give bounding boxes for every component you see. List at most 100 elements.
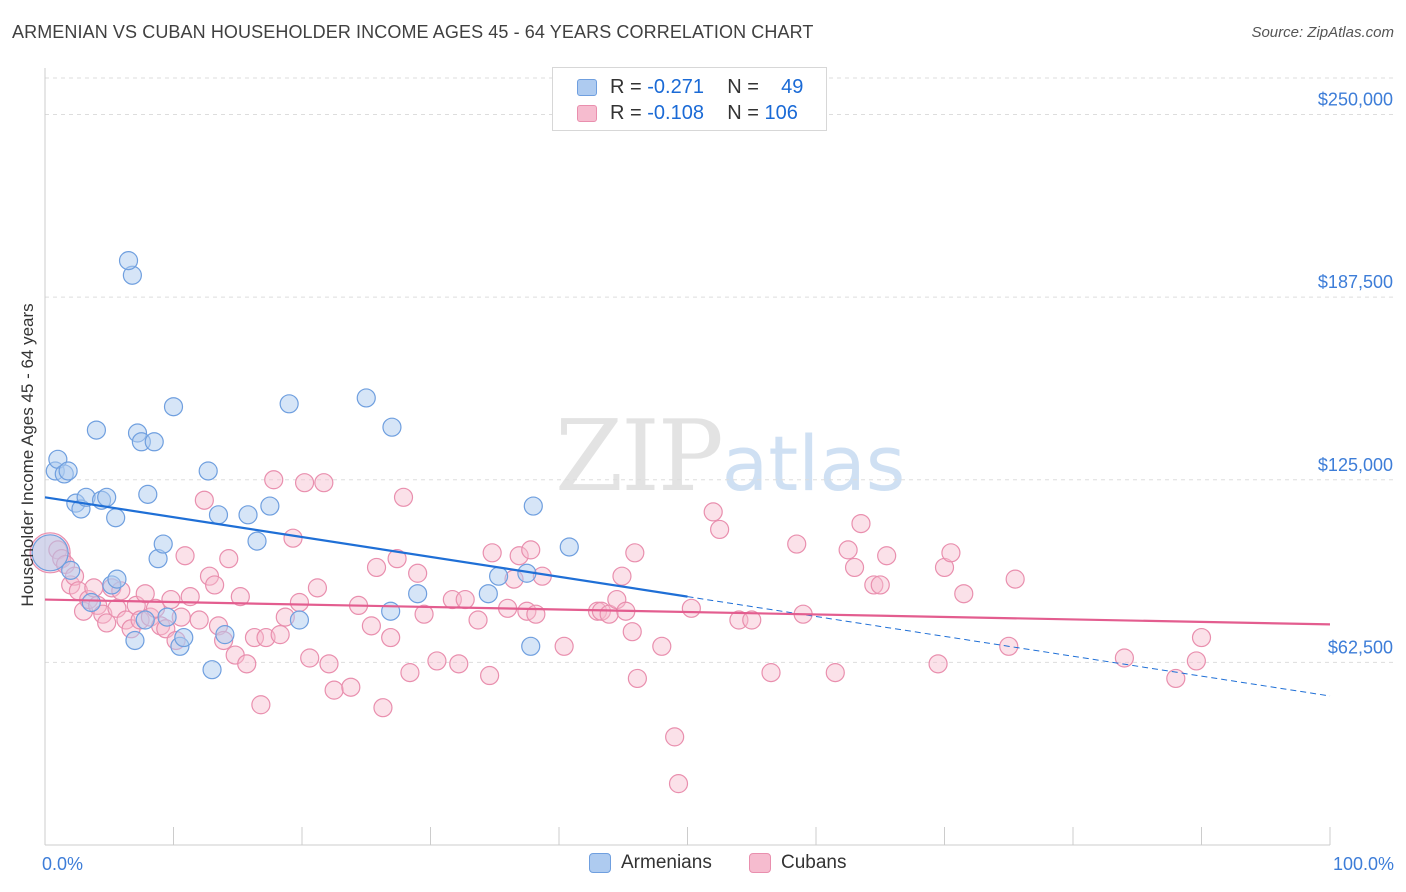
cuban-point — [554, 636, 574, 656]
n-value: 106 — [764, 101, 798, 124]
n-value: 49 — [781, 75, 804, 98]
cuban-point — [468, 610, 488, 630]
armenian-point — [478, 584, 498, 604]
armenian-point — [289, 610, 310, 630]
armenian-point — [97, 487, 117, 507]
cuban-point — [393, 487, 414, 507]
legend-label-armenians: Armenians — [621, 852, 712, 873]
armenian-point — [559, 537, 579, 557]
stats-row-armenians: R = -0.271 N = 49 — [577, 75, 803, 99]
armenian-point — [61, 560, 81, 580]
r-label: R = — [610, 101, 642, 124]
cuban-point — [283, 528, 303, 548]
cuban-point — [1186, 651, 1206, 671]
armenian-point — [260, 496, 280, 516]
cuban-point — [480, 665, 500, 686]
cuban-point — [135, 584, 155, 604]
cuban-point — [844, 557, 865, 578]
cuban-point — [622, 622, 642, 642]
armenians-legend-swatch — [589, 853, 611, 873]
axes — [44, 68, 1331, 846]
cuban-point — [668, 774, 689, 794]
legend-item-armenians[interactable]: Armenians — [589, 852, 712, 874]
cuban-point — [244, 627, 265, 648]
series-legend: Armenians Cubans — [0, 852, 1406, 876]
stats-row-cubans: R = -0.108 N = 106 — [577, 101, 798, 125]
armenian-point — [408, 584, 428, 604]
n-label: N = — [727, 101, 759, 124]
cuban-point — [482, 543, 502, 563]
armenian-point — [202, 660, 222, 680]
y-tick-label: $250,000 — [1318, 90, 1393, 110]
cuban-point — [1005, 569, 1025, 589]
cuban-point — [324, 680, 344, 700]
cuban-point — [400, 663, 420, 683]
cuban-point — [652, 636, 672, 656]
legend-item-cubans[interactable]: Cubans — [749, 852, 847, 874]
x-tick-label-max: 100.0% — [1333, 854, 1394, 874]
armenian-point — [247, 531, 267, 551]
armenian-point — [279, 394, 299, 414]
y-tick-label: $125,000 — [1318, 455, 1393, 475]
armenian-point — [118, 251, 139, 271]
armenian-point — [107, 569, 127, 589]
armenian-point — [489, 566, 509, 586]
cuban-point — [414, 604, 434, 624]
cuban-point — [366, 557, 387, 578]
cuban-point — [710, 519, 730, 540]
cuban-point — [928, 654, 948, 674]
r-value: -0.108 — [647, 101, 704, 124]
armenian-point — [86, 420, 107, 440]
cuban-point — [230, 587, 250, 607]
armenian-point — [523, 496, 543, 516]
chart-title: ARMENIAN VS CUBAN HOUSEHOLDER INCOME AGE… — [12, 22, 814, 42]
cuban-point — [319, 654, 339, 674]
cuban-point — [877, 546, 897, 566]
y-tick-label: $187,500 — [1318, 272, 1393, 292]
cuban-point — [307, 578, 328, 598]
cuban-point — [761, 663, 781, 683]
cuban-point — [251, 695, 271, 715]
armenian-point — [163, 397, 184, 417]
cuban-point — [381, 627, 401, 648]
armenian-point — [521, 636, 541, 656]
cuban-point — [742, 610, 762, 630]
armenian-point — [81, 592, 101, 613]
trend-lines — [44, 496, 1331, 697]
y-tick-labels: $62,500 $125,000 $187,500 $250,000 — [1318, 90, 1393, 658]
cuban-point — [175, 546, 195, 566]
armenian-trend-extension — [687, 596, 1331, 697]
cuban-point — [264, 470, 284, 490]
r-value: -0.271 — [647, 75, 704, 98]
armenian-point — [157, 607, 177, 627]
cuban-point — [237, 654, 257, 674]
cubans-swatch — [577, 104, 597, 122]
y-tick-label: $62,500 — [1328, 637, 1393, 657]
cuban-point — [300, 648, 320, 668]
armenian-point — [382, 417, 402, 437]
cuban-point — [1191, 627, 1212, 648]
cuban-point — [455, 589, 475, 610]
cuban-point — [825, 663, 845, 683]
cuban-point — [387, 549, 407, 569]
cuban-point — [612, 566, 632, 586]
armenian-points — [31, 251, 579, 680]
cuban-point — [941, 543, 961, 563]
cuban-point — [314, 473, 334, 493]
cuban-point — [294, 473, 315, 493]
cuban-trend-line — [44, 598, 1331, 626]
cuban-point — [289, 592, 310, 613]
cuban-point — [361, 616, 381, 636]
armenian-point — [144, 432, 164, 452]
armenian-point — [31, 534, 69, 572]
armenian-trend-line — [44, 496, 688, 598]
x-tick-labels: 0.0% 100.0% — [42, 854, 1394, 874]
cuban-point — [373, 698, 393, 718]
cuban-point — [954, 584, 974, 604]
cuban-point — [509, 546, 529, 566]
cuban-point — [1166, 668, 1186, 689]
cuban-point — [270, 625, 290, 645]
cuban-point — [787, 534, 807, 554]
cuban-point — [627, 668, 647, 689]
